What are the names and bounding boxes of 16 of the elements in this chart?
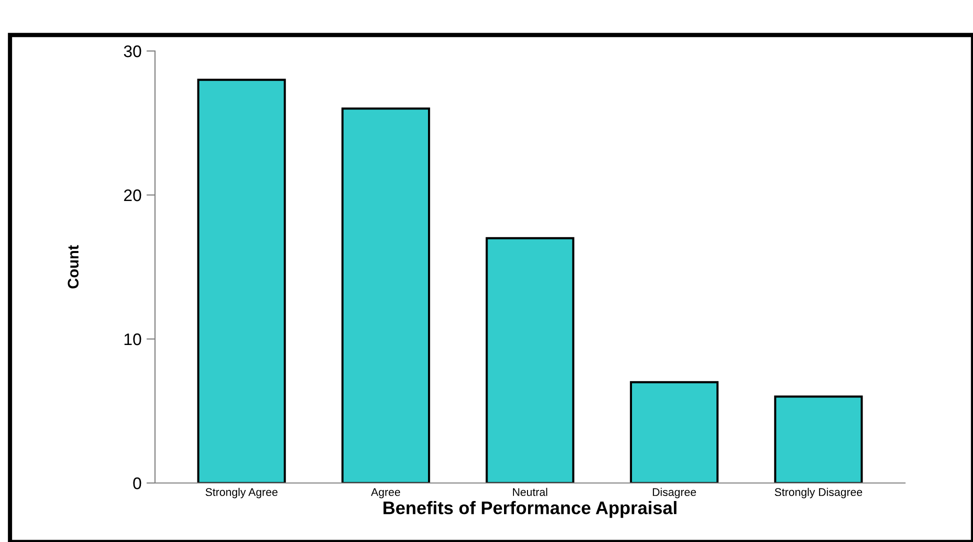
bar xyxy=(197,78,286,483)
x-tick-label: Disagree xyxy=(652,488,696,498)
y-tick-label: 20 xyxy=(124,189,142,202)
y-tick-label: 10 xyxy=(124,333,142,346)
x-tick-label: Strongly Agree xyxy=(206,488,278,498)
y-tick-label: 0 xyxy=(133,477,142,490)
x-axis-title: Benefits of Performance Appraisal xyxy=(384,500,676,518)
x-tick-label: Agree xyxy=(370,488,400,498)
x-tick-label: Strongly Disagree xyxy=(774,488,862,498)
x-tick-label: Neutral xyxy=(513,488,548,496)
y-axis-title: Count xyxy=(68,245,79,288)
bar xyxy=(630,381,719,483)
bar xyxy=(486,237,574,483)
bar xyxy=(341,108,430,483)
y-tick-label: 30 xyxy=(124,45,142,58)
bar xyxy=(774,396,863,483)
